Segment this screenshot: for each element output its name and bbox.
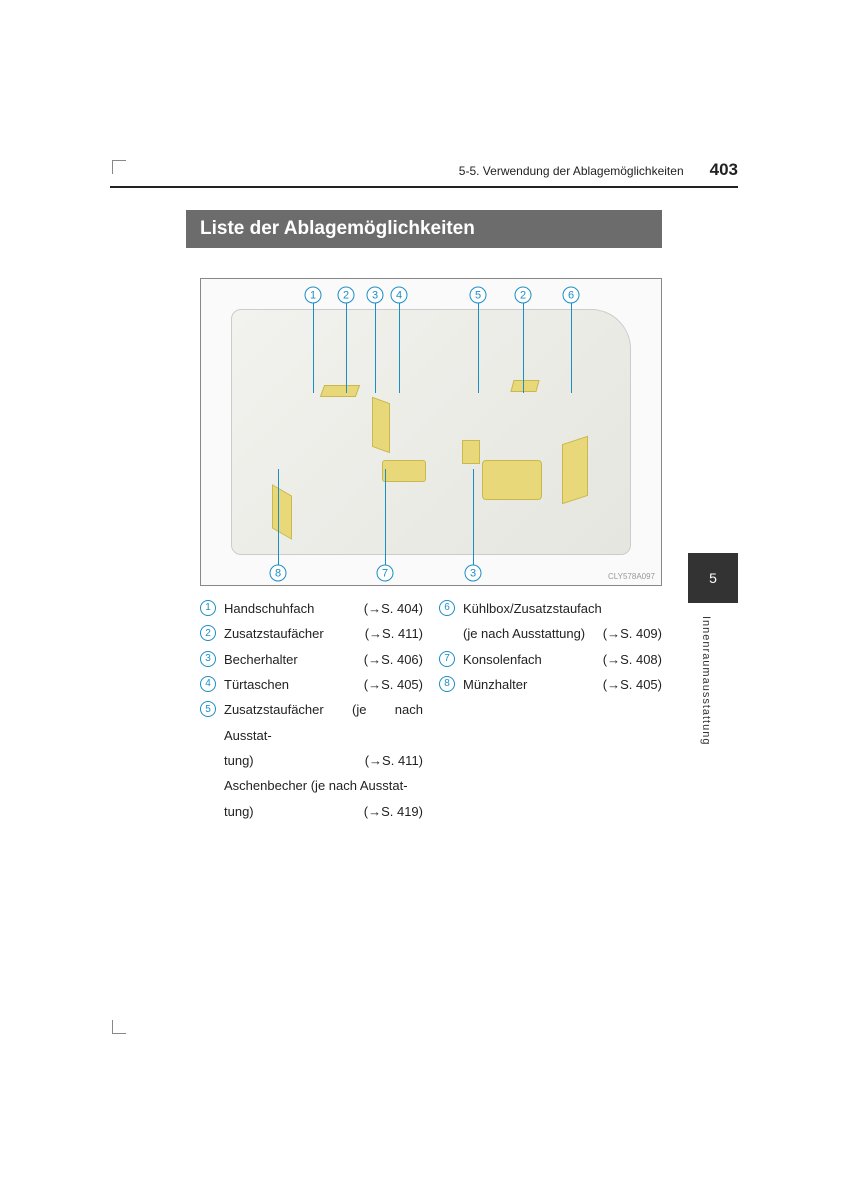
legend-item: 6 Kühlbox/Zusatzstaufach(je nach Ausstatt… (439, 596, 662, 647)
page-number: 403 (710, 160, 738, 180)
legend-item: 8 Münzhalter(→S. 405) (439, 672, 662, 697)
page-ref: (→S. 404) (364, 596, 423, 621)
page-ref: (→S. 411) (365, 748, 423, 773)
page-ref: (→S. 405) (603, 672, 662, 697)
legend-text: Zusatzstaufächer (je nach Ausstat-tung)(… (224, 697, 423, 824)
legend-text: Konsolenfach(→S. 408) (463, 647, 662, 672)
callout-line (523, 303, 524, 393)
page-ref: (→S. 411) (365, 621, 423, 646)
chapter-number: 5 (709, 570, 717, 586)
legend-item: 7 Konsolenfach(→S. 408) (439, 647, 662, 672)
page-header: 5-5. Verwendung der Ablagemöglichkeiten … (110, 160, 738, 188)
legend-right-col: 6 Kühlbox/Zusatzstaufach(je nach Ausstatt… (439, 596, 662, 824)
page-ref: (→S. 419) (364, 799, 423, 824)
interior-diagram: 1234526873 CLY578A097 (200, 278, 662, 586)
legend-item: 1 Handschuhfach(→S. 404) (200, 596, 423, 621)
legend-text: Kühlbox/Zusatzstaufach(je nach Ausstattu… (463, 596, 662, 647)
callout-marker: 6 (563, 287, 580, 304)
legend-number: 2 (200, 625, 216, 641)
callout-marker: 8 (270, 565, 287, 582)
crop-mark-bl (112, 1020, 126, 1034)
legend-text: Münzhalter(→S. 405) (463, 672, 662, 697)
legend-number: 8 (439, 676, 455, 692)
legend-text: Becherhalter(→S. 406) (224, 647, 423, 672)
chapter-label: Innenraumausstattung (700, 616, 712, 745)
page-ref: (→S. 409) (603, 621, 662, 646)
section-label: 5-5. Verwendung der Ablagemöglichkeiten (459, 164, 684, 178)
legend-text: Handschuhfach(→S. 404) (224, 596, 423, 621)
legend-number: 1 (200, 600, 216, 616)
page-ref: (→S. 408) (603, 647, 662, 672)
callout-marker: 1 (305, 287, 322, 304)
legend-number: 3 (200, 651, 216, 667)
callout-line (385, 469, 386, 565)
page-content: 5-5. Verwendung der Ablagemöglichkeiten … (110, 160, 738, 824)
page-ref: (→S. 406) (364, 647, 423, 672)
legend-number: 7 (439, 651, 455, 667)
callout-line (313, 303, 314, 393)
callout-line (278, 469, 279, 565)
callout-line (346, 303, 347, 393)
callout-marker: 5 (470, 287, 487, 304)
callout-line (399, 303, 400, 393)
page-ref: (→S. 405) (364, 672, 423, 697)
callout-marker: 2 (338, 287, 355, 304)
callout-marker: 3 (465, 565, 482, 582)
legend-text: Zusatzstaufächer(→S. 411) (224, 621, 423, 646)
legend: 1 Handschuhfach(→S. 404) 2 Zusatzstaufächer… (200, 596, 662, 824)
image-code: CLY578A097 (608, 572, 655, 581)
legend-item: 3 Becherhalter(→S. 406) (200, 647, 423, 672)
callout-marker: 7 (377, 565, 394, 582)
legend-item: 4 Türtaschen(→S. 405) (200, 672, 423, 697)
legend-number: 6 (439, 600, 455, 616)
legend-text: Türtaschen(→S. 405) (224, 672, 423, 697)
callout-marker: 3 (367, 287, 384, 304)
callout-marker: 2 (515, 287, 532, 304)
callout-marker: 4 (391, 287, 408, 304)
legend-number: 5 (200, 701, 216, 717)
callout-line (478, 303, 479, 393)
legend-item: 5 Zusatzstaufächer (je nach Ausstat-tung)… (200, 697, 423, 824)
legend-item: 2 Zusatzstaufächer(→S. 411) (200, 621, 423, 646)
chapter-tab: 5 (688, 553, 738, 603)
legend-left-col: 1 Handschuhfach(→S. 404) 2 Zusatzstaufächer… (200, 596, 423, 824)
section-title: Liste der Ablagemöglichkeiten (186, 210, 662, 248)
callout-line (571, 303, 572, 393)
callout-line (473, 469, 474, 565)
legend-number: 4 (200, 676, 216, 692)
callout-line (375, 303, 376, 393)
